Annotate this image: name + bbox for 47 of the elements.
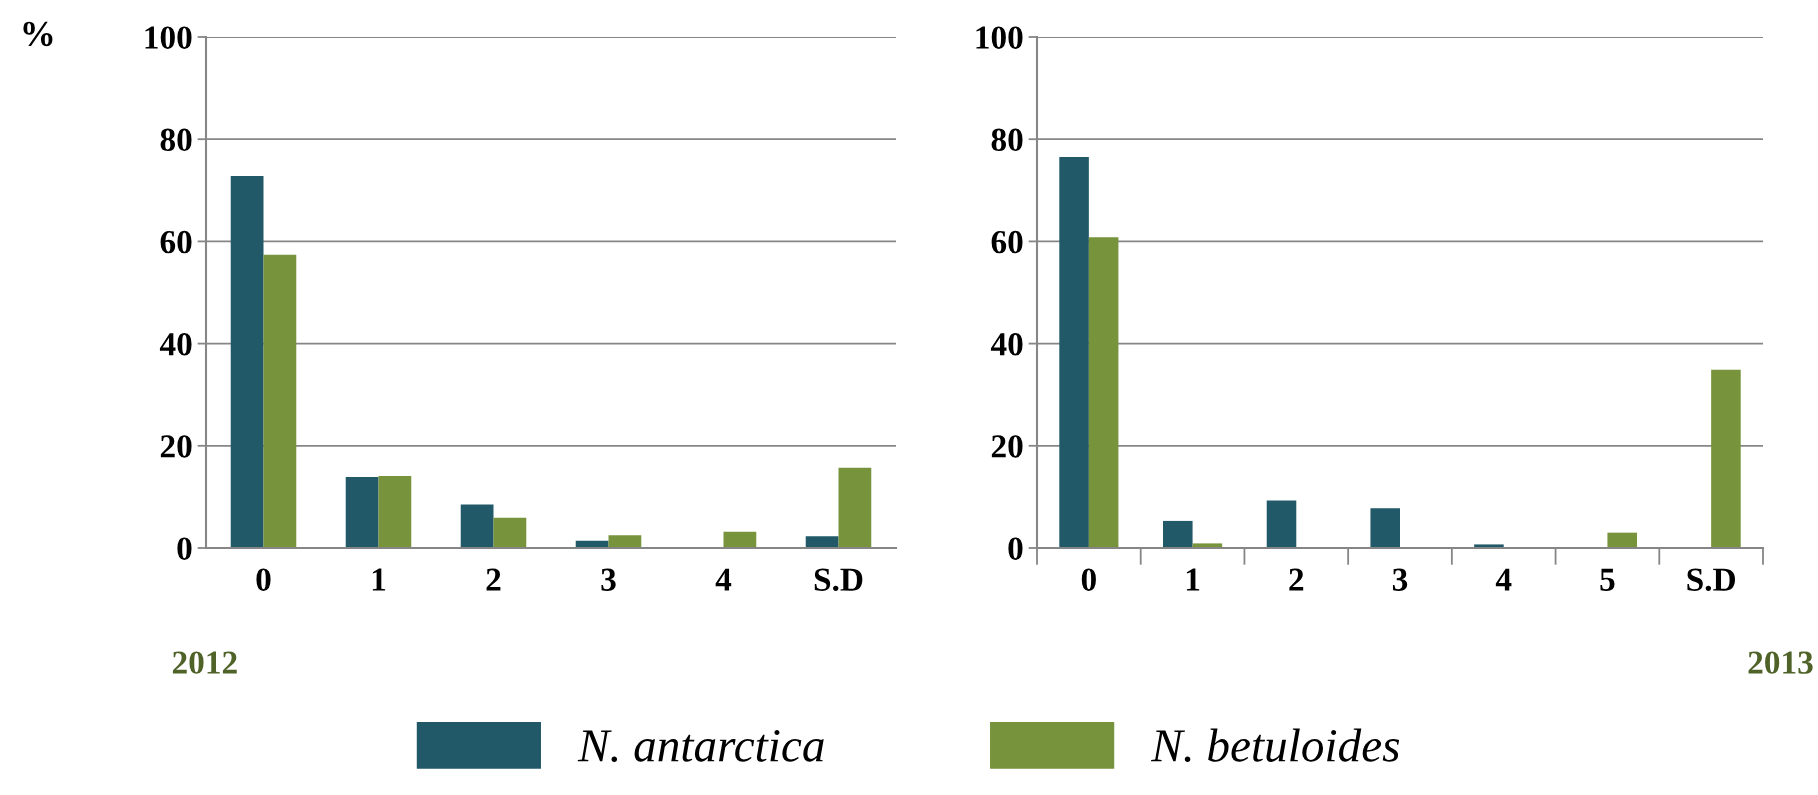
bar — [460, 504, 494, 548]
bar — [493, 517, 527, 548]
y-tick-label: 100 — [976, 26, 1023, 49]
y-tick-label: 20 — [160, 435, 192, 458]
x-tick-label: 2 — [1289, 568, 1304, 591]
text: 2012 — [172, 651, 237, 674]
x-tick-label: 0 — [256, 568, 271, 591]
y-tick-label: 40 — [159, 333, 192, 356]
y-tick-label: 0 — [177, 537, 192, 560]
bar — [1266, 500, 1297, 548]
y-tick-label: 60 — [991, 230, 1023, 254]
x-tick-label: 5 — [1600, 568, 1615, 591]
x-tick-label: 1 — [372, 568, 386, 591]
y-tick-label: 20 — [991, 435, 1023, 458]
x-tick-label: 4 — [1495, 568, 1512, 591]
text: 2013 — [1748, 651, 1813, 674]
bar — [805, 536, 839, 548]
bar — [1163, 520, 1193, 548]
x-tick-label: 2 — [486, 568, 501, 591]
bar — [263, 254, 297, 548]
bar — [608, 535, 642, 548]
bar — [1370, 508, 1400, 548]
y-tick-label: 100 — [145, 26, 192, 49]
bar — [1059, 157, 1089, 548]
y-tick-label: 80 — [160, 128, 192, 152]
x-tick-label: 1 — [1186, 568, 1200, 591]
bar — [345, 476, 379, 548]
bar — [378, 475, 412, 548]
bar — [838, 467, 872, 548]
y-tick-label: 80 — [991, 128, 1023, 152]
bar — [723, 531, 757, 548]
bar — [230, 175, 264, 548]
legend-label: N. antarctica — [577, 730, 824, 762]
legend-label: N. betuloides — [1150, 728, 1400, 762]
x-tick-label: S.D — [814, 568, 863, 592]
x-tick-label: 3 — [601, 568, 616, 591]
x-tick-label: S.D — [1687, 568, 1735, 592]
y-tick-label: 40 — [990, 333, 1023, 356]
bar — [1711, 369, 1741, 548]
y-axis-title: % — [23, 21, 53, 47]
x-tick-label: 0 — [1081, 568, 1096, 591]
y-tick-label: 60 — [160, 230, 192, 254]
x-tick-label: 4 — [715, 568, 732, 591]
x-tick-label: 3 — [1392, 568, 1408, 591]
bar — [1088, 237, 1119, 548]
y-tick-label: 0 — [1008, 537, 1023, 560]
bar — [1607, 532, 1637, 548]
